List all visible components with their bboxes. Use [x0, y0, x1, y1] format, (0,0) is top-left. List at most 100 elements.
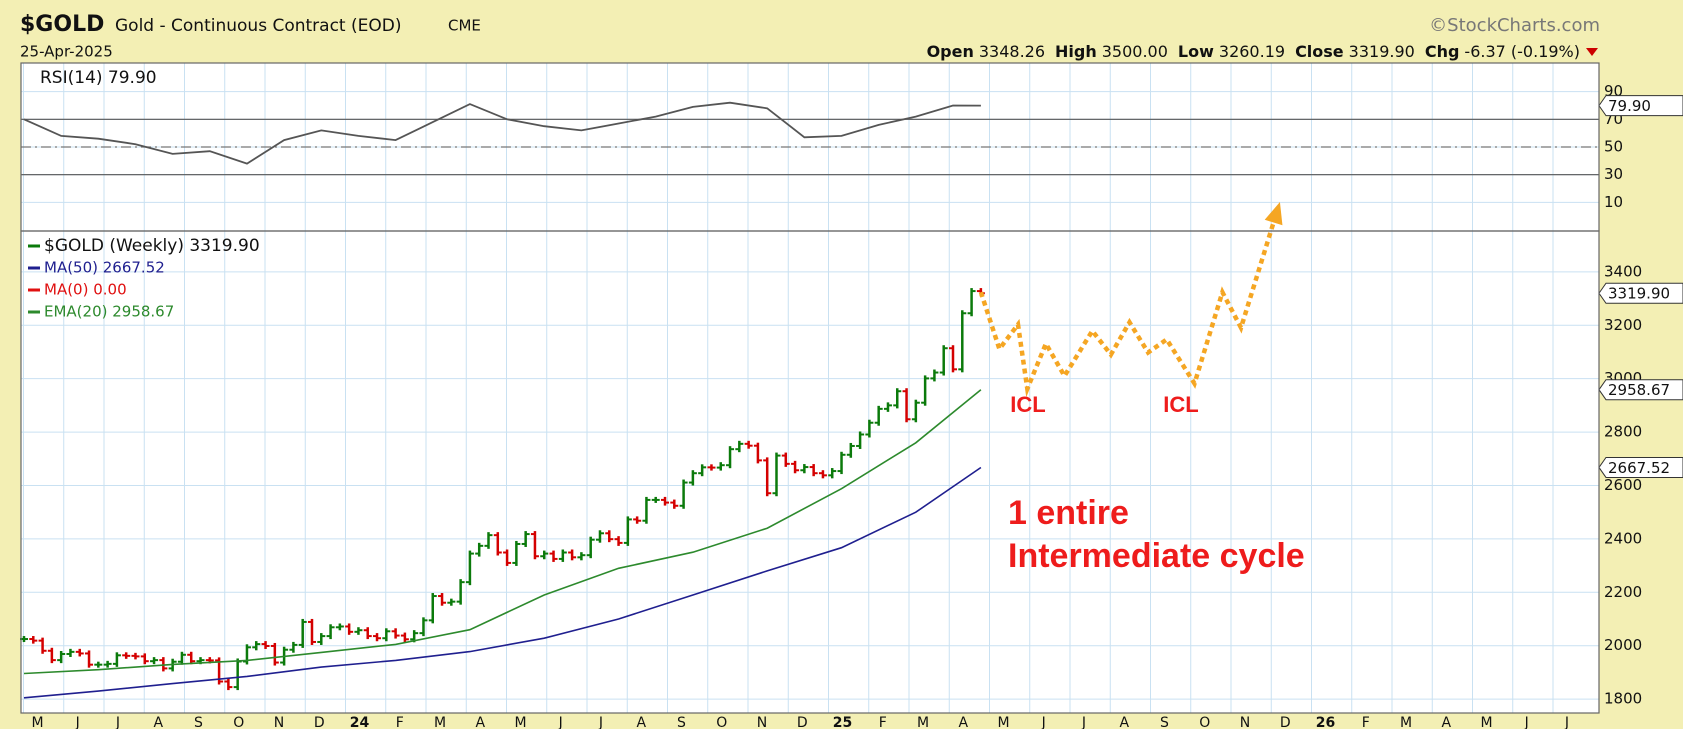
- price-bar: [150, 657, 159, 665]
- price-bar: [335, 623, 344, 631]
- price-bar: [131, 652, 140, 660]
- price-bar: [363, 627, 372, 640]
- price-bar: [939, 345, 948, 376]
- marker-label: 79.90: [1608, 97, 1651, 115]
- price-bar: [605, 530, 614, 543]
- price-bar: [744, 440, 753, 449]
- price-bar: [549, 550, 558, 562]
- y-tick-label: 2000: [1604, 636, 1642, 654]
- x-tick-label: J: [1041, 715, 1046, 729]
- price-bar: [373, 633, 382, 642]
- grid: [21, 63, 1599, 713]
- price-bar: [726, 446, 735, 469]
- last-value-marker: 79.90: [1598, 95, 1683, 117]
- marker-box: [1598, 456, 1683, 478]
- price-bar: [140, 653, 149, 665]
- average-line: [23, 466, 982, 699]
- quote-label: Close: [1295, 42, 1344, 61]
- x-tick-label: M: [1480, 715, 1492, 729]
- x-tick-label: D: [797, 715, 808, 729]
- price-bar: [949, 345, 957, 373]
- x-tick-label: A: [475, 715, 485, 729]
- x-tick-label: M: [1400, 715, 1412, 729]
- price-bar: [252, 641, 261, 651]
- price-bar: [512, 540, 521, 566]
- y-tick-label: 2400: [1604, 529, 1642, 547]
- x-tick-label: N: [1240, 715, 1250, 729]
- x-tick-label: M: [917, 715, 929, 729]
- price-bar: [122, 652, 131, 659]
- price-bar: [289, 641, 298, 653]
- y-tick-label: 2800: [1604, 423, 1642, 441]
- price-bar: [874, 405, 883, 426]
- price-bar: [66, 648, 75, 657]
- legend-entry: MA(50) 2667.52: [44, 259, 165, 277]
- quote-value: -6.37 (-0.19%): [1464, 42, 1580, 61]
- x-tick-label: A: [153, 715, 163, 729]
- price-bar: [679, 479, 688, 509]
- marker-box: [1598, 379, 1683, 401]
- x-tick-label: D: [1280, 715, 1291, 729]
- price-bar: [967, 288, 976, 317]
- price-bar: [456, 579, 465, 605]
- price-bar: [921, 375, 930, 406]
- price-bar: [438, 593, 447, 606]
- last-value-marker: 2667.52: [1598, 456, 1683, 478]
- price-bar: [800, 464, 809, 474]
- price-bar: [828, 468, 837, 479]
- price-bar: [447, 598, 456, 606]
- x-tick-label: A: [1119, 715, 1129, 729]
- price-bar: [856, 431, 865, 449]
- price-bar: [307, 618, 316, 645]
- x-tick-label: A: [1441, 715, 1451, 729]
- price-bar: [475, 542, 484, 557]
- price-bar: [651, 496, 660, 503]
- price-bar: [112, 652, 121, 667]
- price-bar: [633, 516, 642, 524]
- price-bar: [791, 460, 800, 474]
- price-bar: [29, 636, 38, 644]
- x-tick-label: J: [1524, 715, 1529, 729]
- x-tick-label: D: [314, 715, 325, 729]
- quote-label: Low: [1178, 42, 1214, 61]
- symbol: $GOLD: [20, 12, 104, 37]
- price-bar: [484, 532, 493, 549]
- price-bar: [521, 531, 530, 547]
- x-tick-label: 26: [1316, 715, 1335, 729]
- panel-border: [20, 230, 1600, 714]
- source: ©StockCharts.com: [1429, 15, 1600, 36]
- price-bar: [670, 499, 679, 509]
- price-bar: [753, 442, 762, 464]
- annotation: ICL: [1010, 392, 1045, 417]
- price-bar: [568, 549, 577, 561]
- price-bar: [103, 660, 112, 668]
- legend-entry: $GOLD (Weekly) 3319.90: [44, 236, 260, 256]
- x-tick-label: F: [879, 715, 887, 729]
- last-value-marker: 3319.90: [1598, 282, 1683, 304]
- y-tick-label: 1800: [1604, 690, 1642, 708]
- x-tick-label: N: [757, 715, 767, 729]
- quote-label: High: [1055, 42, 1097, 61]
- price-bar: [540, 550, 549, 560]
- price-bar: [818, 470, 827, 479]
- quote-value: 3319.90: [1349, 42, 1415, 61]
- price-bar: [400, 632, 409, 643]
- price-bar: [883, 402, 892, 412]
- price-bar: [38, 637, 47, 654]
- price-bar: [911, 399, 920, 423]
- x-tick-label: O: [233, 715, 244, 729]
- price-bar: [298, 618, 307, 648]
- x-tick-label: 24: [350, 715, 370, 729]
- price-bar: [47, 647, 56, 664]
- marker-label: 2958.67: [1608, 381, 1670, 399]
- legend-entry: MA(0) 0.00: [44, 281, 127, 299]
- y-tick-label: 3200: [1604, 316, 1642, 334]
- price-bar: [893, 388, 902, 409]
- plot-background: [21, 63, 1599, 713]
- y-tick-label: 50: [1604, 138, 1623, 156]
- quote-value: 3260.19: [1219, 42, 1285, 61]
- price-bar: [865, 419, 874, 438]
- y-tick-label: 2600: [1604, 476, 1642, 494]
- price-bar: [614, 536, 623, 546]
- down-arrow: [1586, 48, 1598, 56]
